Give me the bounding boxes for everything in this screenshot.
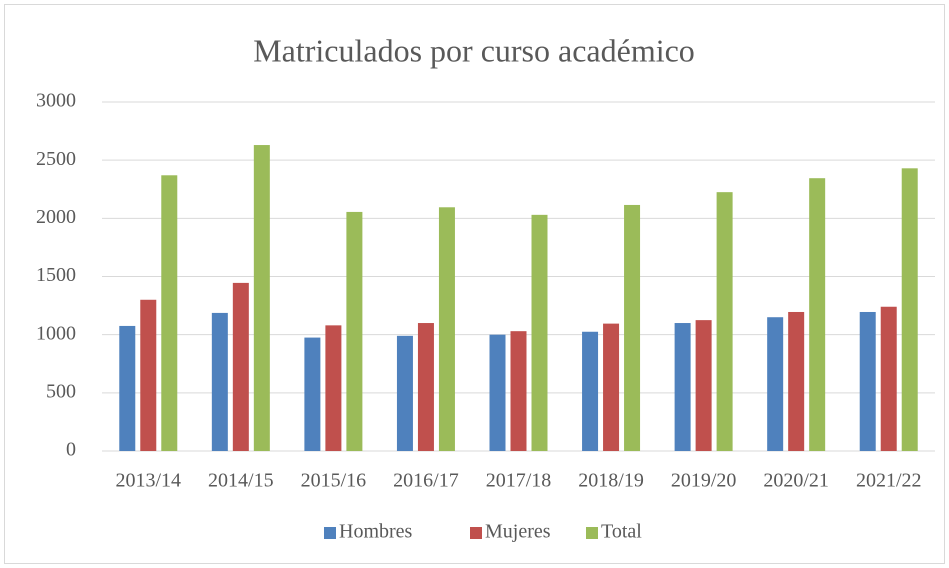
bar [716, 192, 733, 452]
bar [582, 331, 599, 451]
legend-label: Mujeres [485, 521, 551, 543]
y-tick-label: 500 [46, 380, 76, 402]
bar [325, 325, 342, 451]
legend-swatch [470, 527, 482, 539]
x-tick-label: 2019/20 [671, 470, 737, 492]
y-tick-label: 3000 [36, 90, 76, 112]
y-tick-label: 2500 [36, 148, 76, 170]
bar [161, 175, 178, 452]
legend-swatch [586, 527, 598, 539]
bar [396, 335, 413, 451]
bar [767, 317, 784, 451]
x-tick-label: 2017/18 [486, 470, 552, 492]
bar [140, 299, 157, 451]
x-tick-label: 2020/21 [763, 470, 829, 492]
x-tick-label: 2015/16 [301, 470, 367, 492]
legend-label: Total [601, 521, 642, 543]
bar [809, 178, 826, 451]
legend-label: Hombres [339, 521, 413, 543]
legend-swatch [324, 527, 336, 539]
y-tick-label: 1500 [36, 264, 76, 286]
bar [304, 337, 321, 451]
chart-title: Matriculados por curso académico [253, 32, 695, 68]
x-tick-label: 2016/17 [393, 470, 459, 492]
bar [510, 331, 527, 451]
bar [674, 323, 691, 451]
bar [211, 312, 228, 451]
y-tick-label: 1000 [36, 322, 76, 344]
bar [489, 334, 506, 451]
bar [119, 325, 136, 451]
bar [253, 145, 270, 451]
y-tick-label: 0 [66, 439, 76, 461]
x-tick-label: 2018/19 [578, 470, 644, 492]
x-tick-label: 2021/22 [856, 470, 922, 492]
bar [438, 207, 455, 451]
bar [232, 282, 249, 451]
bar [859, 311, 876, 451]
y-tick-label: 2000 [36, 206, 76, 228]
bar [417, 323, 434, 451]
bar [531, 214, 548, 451]
bar [603, 323, 620, 451]
bar [346, 211, 363, 451]
x-tick-label: 2013/14 [115, 470, 181, 492]
bar [695, 320, 712, 451]
bar [624, 204, 641, 451]
bar [901, 168, 918, 451]
x-tick-label: 2014/15 [208, 470, 274, 492]
bar [880, 306, 897, 451]
chart-frame [4, 4, 945, 564]
bar [788, 311, 805, 451]
